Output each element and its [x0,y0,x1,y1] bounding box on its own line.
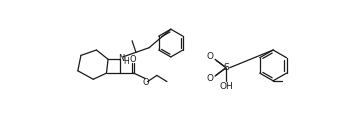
Text: O: O [207,74,214,83]
Text: H: H [123,57,129,66]
Text: O: O [207,52,214,61]
Text: S: S [223,63,229,72]
Text: N: N [118,54,124,63]
Text: O: O [130,55,136,64]
Text: O: O [143,78,149,87]
Text: OH: OH [220,82,234,91]
